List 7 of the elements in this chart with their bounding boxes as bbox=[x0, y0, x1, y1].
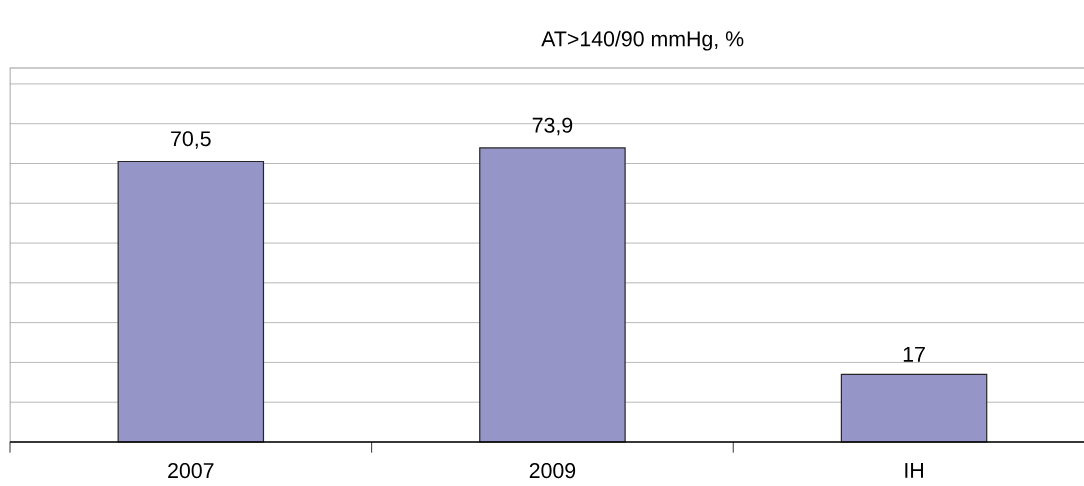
chart-title: AT>140/90 mmHg, % bbox=[541, 30, 744, 51]
x-tick-label: 2009 bbox=[529, 463, 576, 479]
data-label: 73,9 bbox=[532, 117, 573, 136]
data-label: 17 bbox=[903, 346, 925, 362]
x-tick-label: 2007 bbox=[168, 463, 214, 479]
data-label: 70,5 bbox=[171, 131, 211, 149]
x-tick-label: IH bbox=[905, 463, 923, 478]
